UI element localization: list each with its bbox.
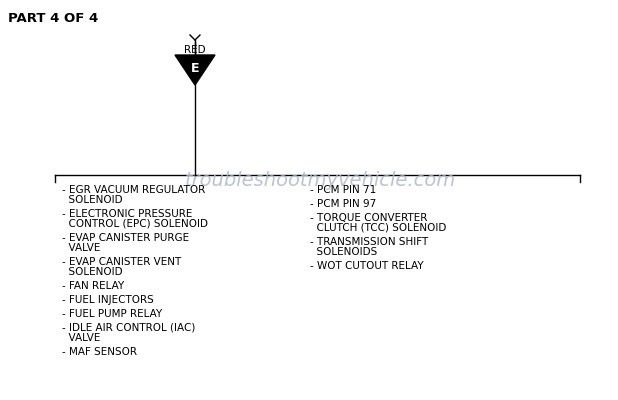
- Text: CLUTCH (TCC) SOLENOID: CLUTCH (TCC) SOLENOID: [310, 223, 446, 233]
- Text: E: E: [191, 62, 199, 75]
- Text: - EVAP CANISTER PURGE: - EVAP CANISTER PURGE: [62, 233, 189, 243]
- Polygon shape: [175, 55, 215, 85]
- Text: - FAN RELAY: - FAN RELAY: [62, 281, 124, 291]
- Text: - PCM PIN 97: - PCM PIN 97: [310, 199, 376, 209]
- Text: - FUEL PUMP RELAY: - FUEL PUMP RELAY: [62, 309, 163, 319]
- Text: - WOT CUTOUT RELAY: - WOT CUTOUT RELAY: [310, 261, 423, 271]
- Text: RED: RED: [184, 45, 206, 55]
- Text: VALVE: VALVE: [62, 333, 100, 343]
- Text: - IDLE AIR CONTROL (IAC): - IDLE AIR CONTROL (IAC): [62, 323, 195, 333]
- Text: CONTROL (EPC) SOLENOID: CONTROL (EPC) SOLENOID: [62, 219, 208, 229]
- Text: - FUEL INJECTORS: - FUEL INJECTORS: [62, 295, 154, 305]
- Text: - TRANSMISSION SHIFT: - TRANSMISSION SHIFT: [310, 237, 428, 247]
- Text: SOLENOID: SOLENOID: [62, 267, 122, 277]
- Text: - TORQUE CONVERTER: - TORQUE CONVERTER: [310, 213, 428, 223]
- Text: - PCM PIN 71: - PCM PIN 71: [310, 185, 376, 195]
- Text: - EGR VACUUM REGULATOR: - EGR VACUUM REGULATOR: [62, 185, 205, 195]
- Text: troubleshootmyvehicle.com: troubleshootmyvehicle.com: [184, 170, 455, 190]
- Text: - ELECTRONIC PRESSURE: - ELECTRONIC PRESSURE: [62, 209, 192, 219]
- Text: VALVE: VALVE: [62, 243, 100, 253]
- Text: SOLENOID: SOLENOID: [62, 195, 122, 205]
- Text: SOLENOIDS: SOLENOIDS: [310, 247, 377, 257]
- Text: PART 4 OF 4: PART 4 OF 4: [8, 12, 98, 25]
- Text: - MAF SENSOR: - MAF SENSOR: [62, 347, 137, 357]
- Text: - EVAP CANISTER VENT: - EVAP CANISTER VENT: [62, 257, 181, 267]
